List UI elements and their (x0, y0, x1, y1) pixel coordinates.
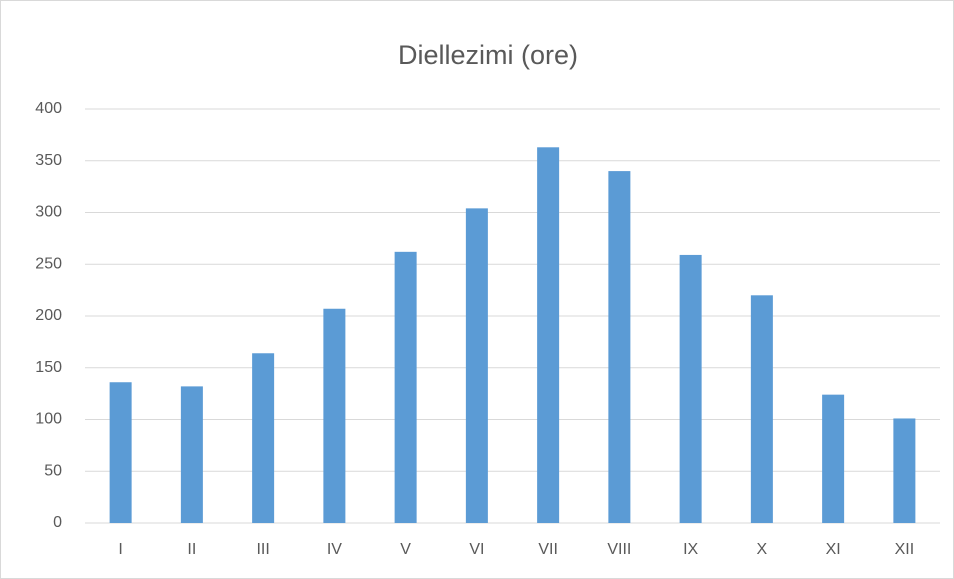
bar (679, 254, 702, 523)
bar (537, 147, 560, 524)
x-tick-label: XII (895, 541, 915, 558)
y-tick-label: 100 (35, 411, 62, 428)
x-tick-label: III (256, 541, 269, 558)
x-tick-label: V (400, 541, 411, 558)
x-tick-label: XI (826, 541, 841, 558)
bar (893, 418, 916, 523)
y-tick-label: 150 (35, 359, 62, 376)
bar (608, 171, 631, 523)
y-tick-label: 0 (53, 514, 62, 531)
bar (394, 251, 417, 523)
bar (750, 295, 773, 523)
bar (822, 394, 845, 523)
x-tick-label: X (757, 541, 768, 558)
y-tick-label: 200 (35, 307, 62, 324)
y-tick-label: 50 (44, 462, 62, 479)
x-tick-label: I (118, 541, 122, 558)
bar (109, 382, 132, 523)
y-tick-label: 300 (35, 204, 62, 221)
x-tick-label: VII (538, 541, 558, 558)
y-tick-label: 250 (35, 255, 62, 272)
x-tick-label: IV (327, 541, 342, 558)
y-tick-label: 350 (35, 152, 62, 169)
bar (180, 386, 203, 523)
x-tick-label: IX (683, 541, 698, 558)
x-tick-label: VI (469, 541, 484, 558)
chart-title: Diellezimi (ore) (398, 40, 578, 70)
y-tick-label: 400 (35, 100, 62, 117)
x-tick-label: VIII (607, 541, 631, 558)
bar (252, 353, 275, 523)
bar (465, 208, 488, 524)
bar (323, 308, 346, 523)
x-tick-label: II (187, 541, 196, 558)
